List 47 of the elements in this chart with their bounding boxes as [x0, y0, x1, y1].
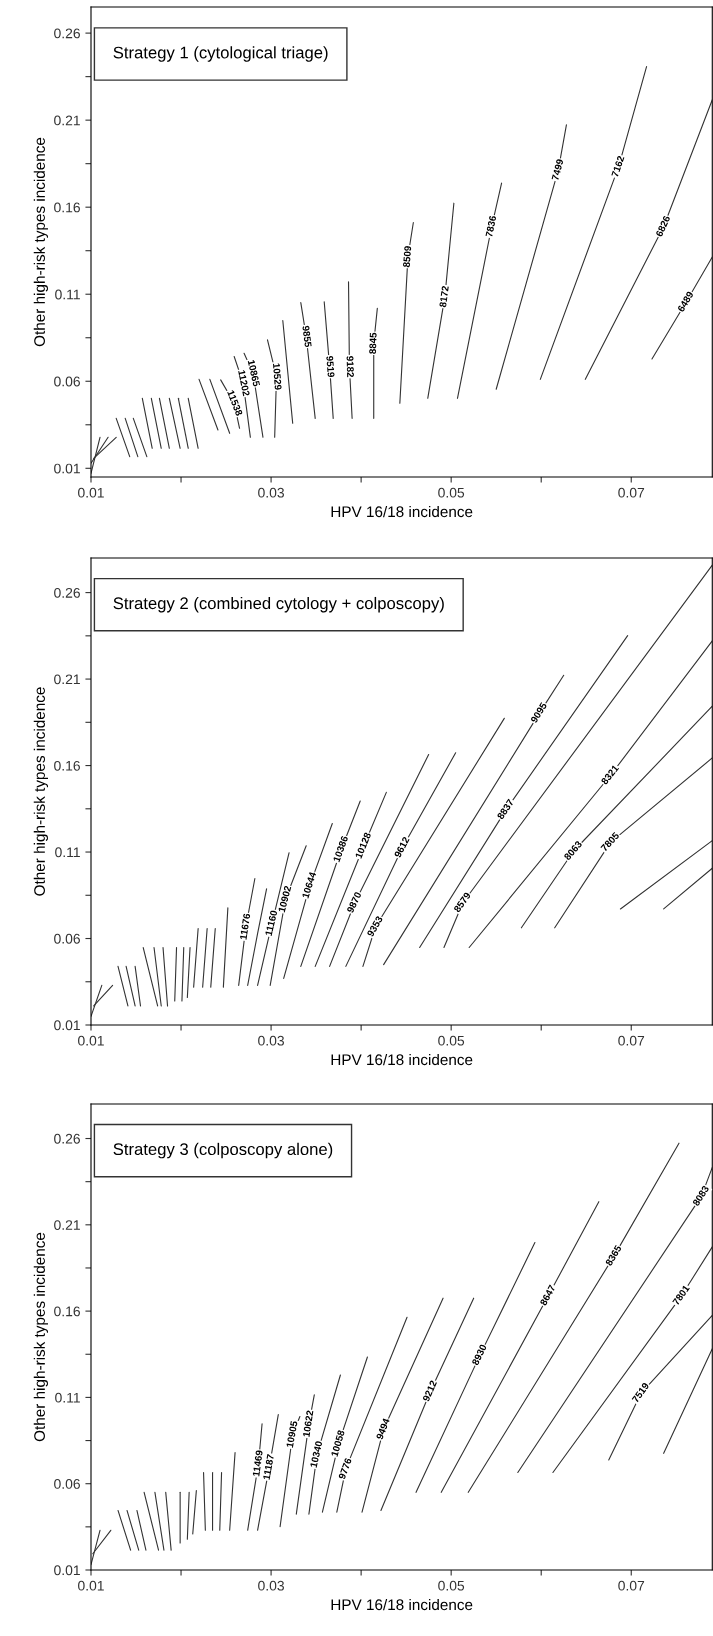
y-tick-label: 0.26	[54, 587, 80, 598]
y-tick-label: 0.06	[54, 376, 80, 387]
text: Strategy 1 (cytological triage)	[113, 46, 328, 62]
x-tick-label: 0.05	[438, 1035, 465, 1046]
y-axis-title: Other high-risk types incidence	[33, 137, 48, 347]
x-tick-label: 0.07	[618, 487, 645, 498]
x-tick-label: 0.01	[78, 1580, 104, 1591]
y-axis-title: Other high-risk types incidence	[33, 687, 48, 896]
y-tick-label: 0.21	[54, 1220, 80, 1230]
y-tick-label: 0.06	[54, 1479, 80, 1489]
y-tick-label: 0.11	[55, 1392, 80, 1403]
x-tick-label: 0.05	[438, 1580, 465, 1591]
x-tick-label: 0.03	[258, 487, 284, 498]
y-tick-label: 0.16	[54, 202, 80, 213]
y-tick-label: 0.26	[54, 28, 80, 39]
x-tick-label: 0.01	[78, 487, 104, 498]
y-tick-label: 0.01	[54, 1020, 80, 1031]
y-tick-label: 0.16	[54, 1306, 80, 1317]
x-tick-label: 0.03	[258, 1580, 284, 1591]
y-tick-label: 0.01	[54, 463, 80, 474]
y-tick-label: 0.01	[54, 1565, 80, 1576]
x-tick-label: 0.07	[618, 1035, 645, 1046]
series-label: 9353	[366, 915, 383, 938]
y-tick-label: 0.26	[54, 1133, 80, 1144]
series-label: 9612	[393, 836, 410, 859]
x-tick-label: 0.05	[438, 487, 465, 498]
x-axis-title: HPV 16/18 incidence	[331, 505, 473, 518]
y-tick-label: 0.11	[55, 289, 80, 300]
y-axis-title: Other high-risk types incidence	[33, 1232, 48, 1442]
y-tick-label: 0.16	[54, 760, 80, 771]
x-axis-title: HPV 16/18 incidence	[331, 1053, 473, 1066]
x-axis-title: HPV 16/18 incidence	[331, 1598, 473, 1611]
y-tick-label: 0.21	[54, 115, 80, 126]
series-label: 8647	[539, 1284, 556, 1307]
x-tick-label: 0.07	[618, 1580, 645, 1591]
text: Strategy 3 (colposcopy alone)	[113, 1142, 333, 1159]
x-tick-label: 0.01	[78, 1035, 104, 1046]
x-tick-label: 0.03	[258, 1035, 284, 1046]
series-label: 9776	[338, 1457, 352, 1480]
series-label: 6826	[655, 215, 671, 238]
y-tick-label: 0.21	[54, 674, 80, 685]
y-tick-label: 0.06	[54, 933, 80, 944]
series-label: 9870	[346, 891, 362, 914]
y-tick-label: 0.11	[55, 847, 80, 858]
series-label: 8930	[471, 1343, 487, 1366]
text: Strategy 2 (combined cytology + colposcopy)	[113, 596, 444, 613]
series-label: 9212	[422, 1379, 438, 1402]
